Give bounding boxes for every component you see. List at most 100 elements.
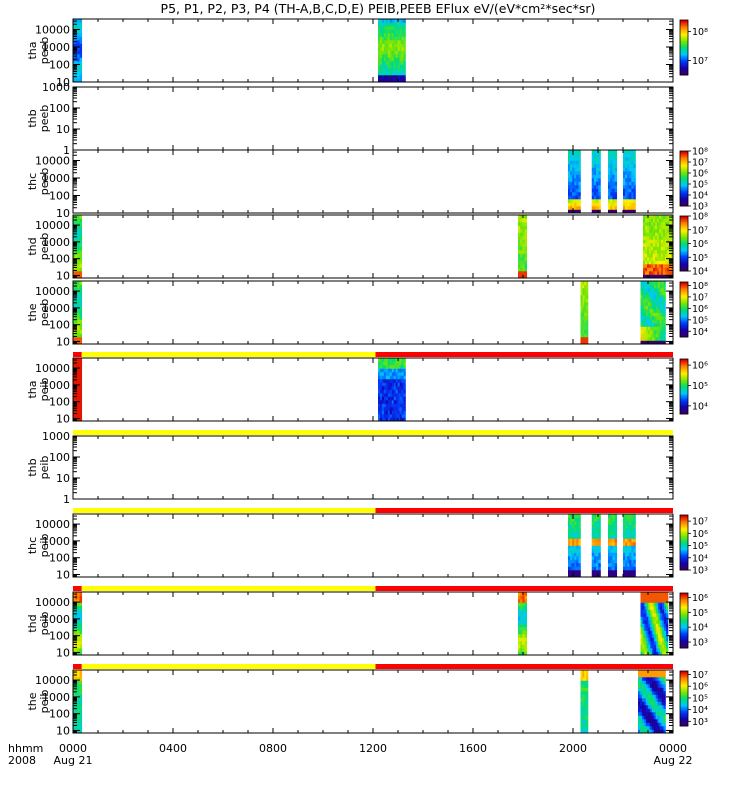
colorbar-tick-label: 10⁷ <box>692 225 708 236</box>
colorbar: 10⁷ 10⁸ <box>679 19 708 76</box>
y-tick-label: 100 <box>49 708 70 721</box>
x-date-label: Aug 21 <box>54 754 93 767</box>
y-tick-label: 1 <box>63 144 70 157</box>
colorbar: 10³ 10⁴ 10⁵ 10⁶ <box>679 592 708 649</box>
y-tick-label: 100 <box>49 396 70 409</box>
spectrogram-block <box>623 514 636 578</box>
spectrogram-block <box>640 281 666 345</box>
x-tick-label: 0000 <box>59 742 87 755</box>
panel-thb-peib: 1 10 100 1000 thb peib <box>26 430 674 506</box>
y-tick-label: 100 <box>49 59 70 72</box>
y-tick-label: 10 <box>56 76 70 89</box>
y-tick-label: 10 <box>56 412 70 425</box>
panel-product-label: peib <box>38 612 51 636</box>
panel-frame <box>72 513 674 578</box>
y-tick-label: 100 <box>49 102 70 115</box>
y-tick-label: 10 <box>56 472 70 485</box>
y-tick-label: 1000 <box>42 691 70 704</box>
spectrogram-block <box>518 215 528 279</box>
colorbar-tick-label: 10⁷ <box>692 517 708 528</box>
x-tick-label: 0000 <box>659 742 687 755</box>
state-bar-segment <box>375 352 673 357</box>
state-bar-segment <box>375 664 673 669</box>
panel-thd-peib: 10 100 1000 10000 thd peib 10³ 10⁴ 10⁵ 10⁶ <box>26 586 708 659</box>
y-tick-label: 1000 <box>42 430 70 443</box>
y-tick-label: 10000 <box>35 24 70 37</box>
colorbar-tick-label: 10⁷ <box>692 56 708 67</box>
x-tick-label: 2000 <box>559 742 587 755</box>
panel-probe-label: thb <box>26 109 39 127</box>
state-bar-segment <box>73 508 376 513</box>
y-tick-label: 1000 <box>42 236 70 249</box>
state-bar-segment <box>81 664 376 669</box>
y-tick-label: 1000 <box>42 379 70 392</box>
panel-frame <box>72 435 674 500</box>
colorbar-tick-label: 10⁶ <box>692 682 708 693</box>
colorbar-tick-label: 10⁵ <box>692 608 708 619</box>
colorbar-tick-label: 10⁷ <box>692 292 708 303</box>
panel-probe-label: the <box>26 692 39 710</box>
y-tick-label: 1000 <box>42 172 70 185</box>
y-tick-label: 10 <box>56 123 70 136</box>
colorbar-tick-label: 10⁶ <box>692 361 708 372</box>
y-tick-label: 1000 <box>42 81 70 94</box>
y-tick-label: 1 <box>63 493 70 506</box>
panel-product-label: peib <box>38 534 51 558</box>
y-tick-label: 1000 <box>42 613 70 626</box>
panel-product-label: peib <box>38 690 51 714</box>
colorbar-tick-label: 10⁴ <box>692 327 708 338</box>
panel-probe-label: thb <box>26 458 39 476</box>
state-bar-segment <box>73 586 82 591</box>
colorbar-tick-label: 10³ <box>692 202 708 213</box>
colorbar-tick-label: 10⁸ <box>692 27 708 38</box>
panel-product-label: peeb <box>38 37 51 65</box>
colorbar-tick-label: 10⁸ <box>692 212 708 223</box>
colorbar-tick-label: 10³ <box>692 717 708 728</box>
y-tick-label: 100 <box>49 319 70 332</box>
spectrogram-block <box>608 150 618 214</box>
y-tick-label: 10 <box>56 568 70 581</box>
panel-probe-label: tha <box>26 41 39 59</box>
colorbar-tick-label: 10⁶ <box>692 593 708 604</box>
spectrogram-block <box>378 19 406 83</box>
x-date-label: Aug 22 <box>654 754 693 767</box>
spectrogram-block <box>580 670 589 734</box>
panel-probe-label: tha <box>26 380 39 398</box>
chart-title: P5, P1, P2, P3, P4 (TH-A,B,C,D,E) PEIB,P… <box>161 1 596 16</box>
panel-thd-peeb: 10 100 1000 10000 thd peeb 10⁴ 10⁵ 10⁶ 10⁷ 10⁸ <box>26 212 708 283</box>
colorbar-tick-label: 10⁵ <box>692 253 708 264</box>
colorbar-tick-label: 10⁵ <box>692 381 708 392</box>
colorbar-tick-label: 10⁵ <box>692 541 708 552</box>
spectrogram-block <box>638 670 666 734</box>
colorbar: 10⁴ 10⁵ 10⁶ 10⁷ 10⁸ <box>679 212 708 278</box>
y-tick-label: 10000 <box>35 219 70 232</box>
spectrogram-block <box>580 281 589 345</box>
x-axis-label: hhmm <box>8 742 43 755</box>
y-tick-label: 10000 <box>35 518 70 531</box>
state-bar-segment <box>73 352 82 357</box>
panel-frame <box>72 86 674 151</box>
spectrogram-block <box>643 215 674 279</box>
state-bar-segment <box>81 352 376 357</box>
panel-tha-peib: 10 100 1000 10000 tha peib 10⁴ 10⁵ 10⁶ <box>26 352 708 425</box>
y-tick-label: 10000 <box>35 596 70 609</box>
state-bar-segment <box>73 430 673 435</box>
colorbar-tick-label: 10⁶ <box>692 304 708 315</box>
colorbar-tick-label: 10⁶ <box>692 169 708 180</box>
panel-frame <box>72 214 674 279</box>
colorbar-tick-label: 10⁵ <box>692 693 708 704</box>
panel-product-label: peib <box>38 456 51 480</box>
colorbar-tick-label: 10⁴ <box>692 705 708 716</box>
panel-frame <box>72 357 674 422</box>
colorbar-tick-label: 10³ <box>692 566 708 577</box>
colorbar-tick-label: 10⁶ <box>692 239 708 250</box>
y-tick-label: 1000 <box>42 41 70 54</box>
y-tick-label: 10000 <box>35 362 70 375</box>
panel-probe-label: thd <box>26 614 39 632</box>
